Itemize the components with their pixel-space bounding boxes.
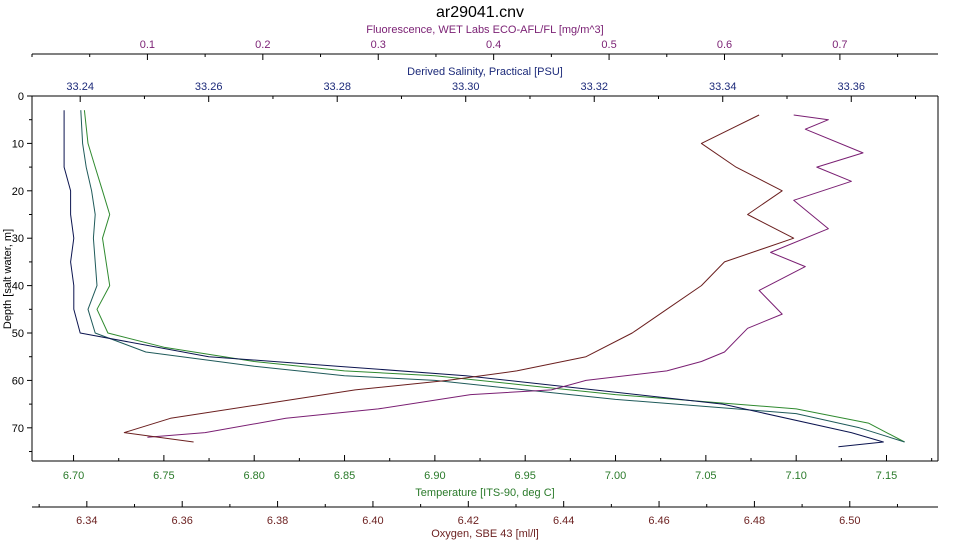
salinity-tick-label: 33.26 (195, 81, 223, 93)
fluorescence-axis-title: Fluorescence, WET Labs ECO-AFL/FL [mg/m^… (366, 24, 603, 36)
salinity-tick-label: 33.32 (580, 81, 608, 93)
salinity-tick-label: 33.30 (452, 81, 480, 93)
fluorescence-tick-label: 0.1 (140, 39, 155, 51)
series-line-fluorescence-4 (123, 114, 795, 443)
temperature-tick-label: 7.00 (605, 470, 626, 482)
salinity-tick-label: 33.24 (66, 81, 94, 93)
temperature-tick-label: 7.05 (695, 470, 716, 482)
temperature-axis-title: Temperature [ITS-90, deg C] (415, 487, 554, 499)
temperature-tick-label: 6.70 (63, 470, 84, 482)
oxygen-tick-label: 6.40 (362, 515, 383, 527)
chart-title: ar29041.cnv (436, 4, 524, 21)
salinity-tick-label: 33.36 (837, 81, 865, 93)
y-axis-title: Depth [salt water, m] (2, 229, 14, 329)
fluorescence-tick-label: 0.5 (601, 39, 616, 51)
fluorescence-tick-label: 0.4 (486, 39, 501, 51)
axes-layer: 0 10 20 30 40 50 60 70 0.1 0.2 0.3 0.4 0.5 0.6 0.7 Fluo… (12, 24, 939, 540)
temperature-tick-label: 6.90 (424, 470, 445, 482)
temperature-tick-label: 7.10 (785, 470, 806, 482)
oxygen-tick-label: 6.42 (458, 515, 479, 527)
y-tick-label: 30 (12, 233, 24, 245)
fluorescence-tick-label: 0.3 (371, 39, 386, 51)
oxygen-tick-label: 6.36 (171, 515, 192, 527)
temperature-tick-label: 7.15 (876, 470, 897, 482)
y-tick-label: 40 (12, 281, 24, 293)
temperature-tick-label: 6.75 (153, 470, 174, 482)
oxygen-tick-label: 6.44 (553, 515, 574, 527)
temperature-tick-label: 6.95 (514, 470, 535, 482)
y-tick-label: 10 (12, 138, 24, 150)
temperature-tick-label: 6.85 (334, 470, 355, 482)
oxygen-tick-label: 6.46 (648, 515, 669, 527)
salinity-tick-label: 33.34 (709, 81, 737, 93)
oxygen-tick-label: 6.48 (744, 515, 765, 527)
series-line-salinity-2 (63, 110, 884, 448)
plot-layer (63, 110, 905, 448)
y-tick-label: 60 (12, 375, 24, 387)
oxygen-tick-label: 6.38 (267, 515, 288, 527)
salinity-tick-label: 33.28 (323, 81, 351, 93)
fluorescence-tick-label: 0.2 (255, 39, 270, 51)
temperature-tick-label: 6.80 (243, 470, 264, 482)
series-line-temperature-1 (80, 110, 905, 443)
oxygen-axis-title: Oxygen, SBE 43 [ml/l] (431, 528, 539, 540)
y-tick-label: 20 (12, 186, 24, 198)
y-tick-label: 0 (18, 91, 24, 103)
y-tick-label: 50 (12, 328, 24, 340)
y-tick-label: 70 (12, 423, 24, 435)
series-line-fluorescence-3 (147, 114, 864, 438)
series-line-temperature-0 (83, 110, 905, 443)
oxygen-tick-label: 6.34 (76, 515, 97, 527)
fluorescence-tick-label: 0.7 (832, 39, 847, 51)
salinity-axis-title: Derived Salinity, Practical [PSU] (407, 66, 563, 78)
fluorescence-tick-label: 0.6 (717, 39, 732, 51)
oxygen-tick-label: 6.50 (839, 515, 860, 527)
